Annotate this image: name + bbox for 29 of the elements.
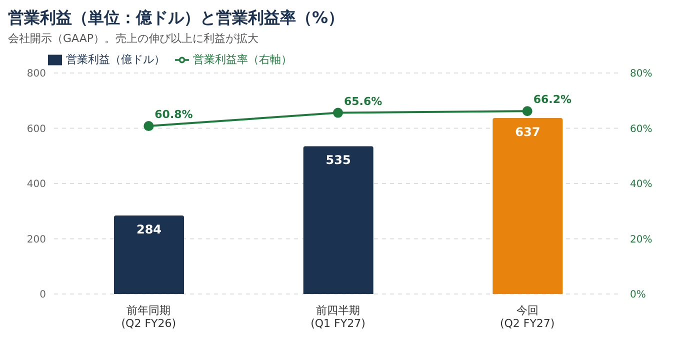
legend-label: 営業利益（億ドル） — [66, 53, 165, 66]
x-tick-label: 今回 (Q2 FY27) — [500, 304, 555, 330]
y2-tick-label: 60% — [630, 124, 652, 135]
y2-tick-label: 0% — [630, 290, 646, 301]
chart-subtitle: 会社開示（GAAP）。売上の伸び以上に利益が拡大 — [8, 31, 260, 46]
x-tick-label: 前年同期 (Q2 FY26) — [121, 304, 176, 330]
y-tick-label: 600 — [26, 124, 46, 135]
bar — [492, 118, 563, 294]
y-tick-label: 800 — [26, 68, 46, 80]
y-tick-label: 200 — [26, 234, 46, 246]
y-tick-label: 0 — [40, 290, 46, 301]
point — [144, 121, 154, 132]
point — [522, 106, 532, 116]
legend-label: 営業利益率（右軸） — [193, 53, 292, 66]
data-label: 60.8% — [154, 108, 193, 122]
data-label: 535 — [326, 153, 351, 168]
y2-tick-label: 80% — [630, 68, 652, 80]
y2-tick-label: 20% — [630, 234, 652, 246]
y-tick-label: 400 — [26, 179, 46, 190]
data-label: 284 — [136, 222, 162, 237]
bar — [114, 216, 184, 294]
y2-tick-label: 40% — [630, 179, 652, 190]
data-label: 66.2% — [533, 93, 572, 106]
bar — [303, 146, 374, 294]
x-tick-label: 前四半期 (Q1 FY27) — [310, 304, 366, 330]
chart-title: 営業利益（単位：億ドル）と営業利益率（%） — [8, 8, 346, 29]
data-label: 637 — [515, 125, 540, 140]
data-label: 65.6% — [344, 94, 382, 108]
point — [333, 108, 343, 118]
